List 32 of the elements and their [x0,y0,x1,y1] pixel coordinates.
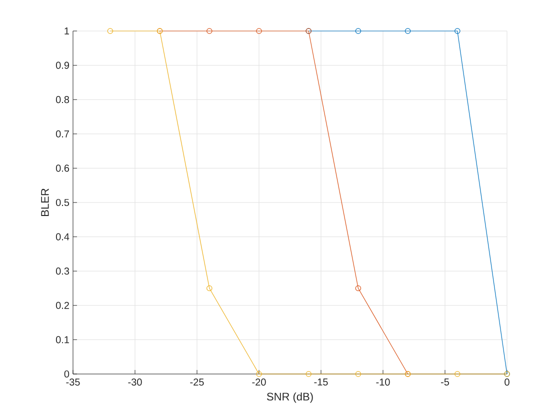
y-tick-label: 1 [64,28,69,34]
x-tick-label: -5 [440,378,450,386]
point [206,28,212,34]
point [355,28,362,34]
point [404,28,411,34]
point [355,371,362,377]
x-tick-label: -10 [376,378,390,386]
point [454,371,460,377]
point [256,371,262,377]
x-axis-title: SNR (dB) [266,392,313,403]
point [454,28,460,34]
y-tick-label: 0.5 [56,198,70,206]
y-tick-label: 0.9 [56,62,70,69]
x-tick-label: -30 [128,378,142,386]
x-tick-label: -25 [190,378,204,386]
x-tick-label: 0 [504,378,510,386]
point [355,285,362,292]
y-axis-title: BLER [41,188,49,216]
y-tick-label: 0.8 [56,96,70,104]
y-tick-label: 0.6 [56,164,70,172]
y-tick-label: 0 [64,370,70,378]
x-tick-label: -35 [66,378,80,386]
y-tick-label: 0.1 [56,336,69,344]
x-tick-label: -15 [314,378,328,386]
y-tick-label: 0.2 [56,302,69,309]
point [256,28,262,34]
y-tick-label: 0.3 [56,268,70,275]
point [206,285,212,292]
x-tick-label: -20 [252,378,266,386]
y-tick-label: 0.4 [56,233,70,240]
y-tick-label: 0.7 [56,130,69,138]
point [306,371,312,377]
